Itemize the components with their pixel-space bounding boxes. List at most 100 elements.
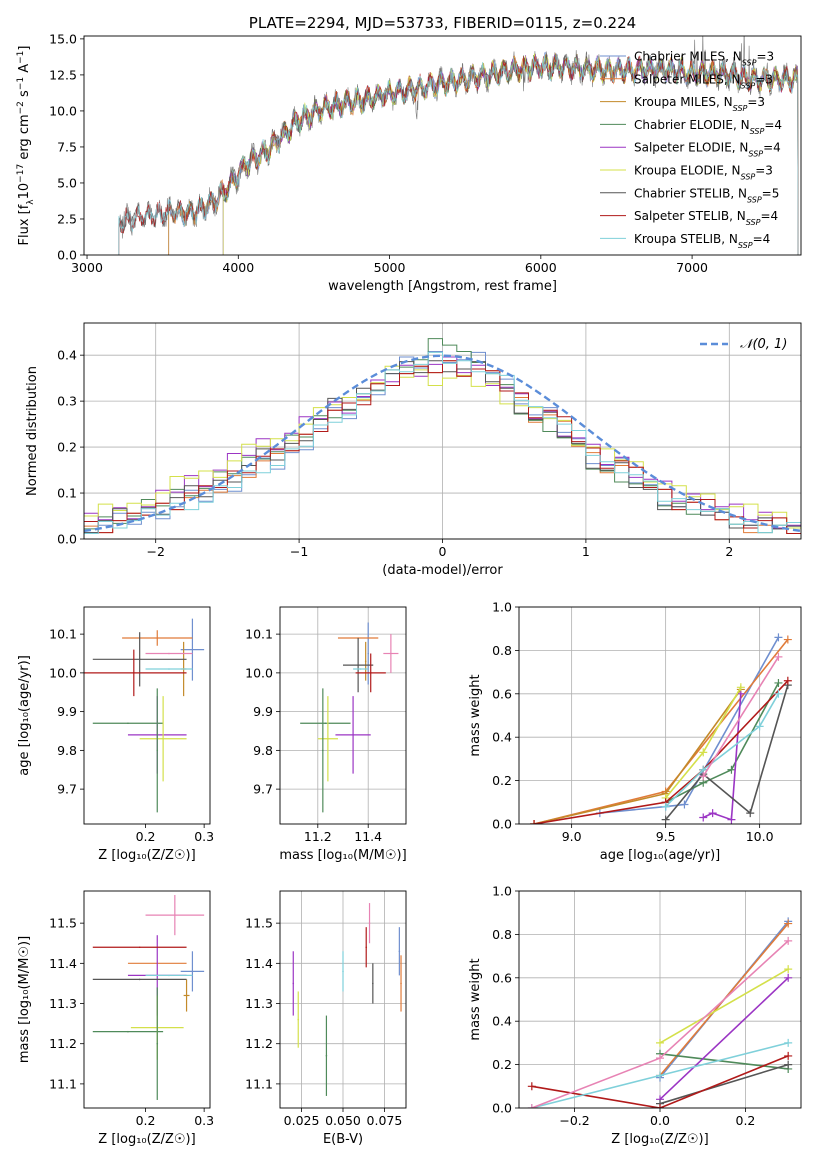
x-axis-label: Z [log₁₀(Z/Z☉)]: [98, 848, 195, 863]
weight-series-line: [665, 682, 780, 804]
weight-series-marker: [656, 1038, 664, 1047]
y-tick-label: 11.3: [245, 996, 273, 1011]
y-axis-label: Normed distribution: [25, 366, 40, 496]
weight-series-marker: [774, 652, 783, 661]
legend-entry: Salpeter STELIB, NSSP=4: [634, 209, 778, 227]
y-axis-label-part: s: [17, 90, 32, 101]
x-tick-label: 0.3: [194, 829, 214, 844]
legend-entry-sub: SSP: [748, 149, 763, 158]
y-axis-label-part: λ: [26, 199, 36, 205]
y-axis-label: age [log₁₀(age/yr)]: [17, 655, 32, 776]
axes-frame: [518, 606, 802, 825]
y-axis-label-part: −2: [16, 101, 26, 114]
spectrum-panel: 3000 4000 5000 6000 7000 0.0 2.5 5.0 7.5 10.0 12.5…: [16, 14, 802, 294]
weight-series-marker: [527, 1082, 536, 1091]
y-tick-label: 9.7: [57, 782, 77, 797]
weight-series-marker: [784, 1051, 793, 1060]
weight-series-line: [533, 680, 789, 824]
weight-series-marker: [784, 1038, 793, 1047]
data-point: [368, 922, 371, 924]
y-axis-label-part: A: [17, 64, 32, 77]
data-point: [364, 660, 367, 663]
data-point: [297, 1018, 300, 1021]
histogram-data: [84, 338, 801, 539]
x-tick-label: 0.075: [367, 1113, 403, 1128]
x-tick-label: −1: [290, 544, 308, 559]
weight-series-marker: [774, 678, 783, 687]
weight-series-marker: [755, 722, 764, 731]
legend-entry-count: =3: [755, 72, 773, 86]
y-tick-label: 0.0: [57, 532, 77, 547]
weight-series-marker: [708, 809, 717, 818]
y-axis-label: Flux [fλ10−17 erg cm−2 s−1 A−1]: [16, 46, 36, 246]
data-point: [369, 672, 372, 674]
y-tick-label: 0.4: [57, 348, 77, 363]
legend-entry-count: =4: [753, 232, 771, 246]
y-tick-label: 0.2: [492, 1057, 512, 1072]
y-tick-label: 10.1: [245, 627, 273, 642]
x-tick-label: −0.2: [559, 1113, 589, 1128]
weight-series-marker: [727, 765, 736, 774]
x-tick-label: 0.3: [194, 1113, 214, 1128]
data-point: [372, 982, 374, 985]
y-tick-label: 11.5: [49, 916, 77, 931]
error-bar-data: [84, 618, 205, 813]
legend-entry: Kroupa MILES, NSSP=3: [634, 95, 765, 113]
y-tick-label: 1.0: [492, 884, 512, 899]
data-point: [292, 982, 295, 985]
y-tick-label: 11.4: [245, 956, 273, 971]
weight-series-marker: [774, 633, 783, 642]
y-axis-label: mass weight: [468, 674, 483, 756]
legend-entry: Chabrier STELIB, NSSP=5: [634, 186, 779, 204]
y-tick-label: 0.4: [492, 730, 512, 745]
y-tick-label: 0.8: [492, 927, 512, 942]
data-point: [156, 749, 159, 752]
y-tick-label: 11.2: [49, 1036, 77, 1051]
data-point: [327, 737, 329, 740]
legend-entry-name: Chabrier ELODIE, N: [634, 118, 750, 132]
weight-series-line: [665, 693, 780, 808]
legend-entry-count: =4: [763, 141, 781, 155]
x-tick-label: 11.4: [354, 829, 382, 844]
weight-series-marker: [680, 800, 689, 809]
legend-entry: Chabrier MILES, NSSP=3: [634, 50, 774, 68]
legend-entry-sub: SSP: [733, 104, 748, 113]
weight-series-marker: [661, 815, 670, 824]
y-tick-label: 0.8: [492, 643, 512, 658]
weight-series-line: [659, 1053, 789, 1070]
weight-series-marker: [783, 635, 792, 644]
data-point: [357, 664, 359, 666]
model-line-kroupa-stelib: [118, 55, 799, 255]
data-point: [127, 1030, 129, 1033]
weight-series-line: [664, 684, 789, 821]
z-mass-panel: 0.2 0.3 11.1 11.2 11.3 11.4 11.5 Z [log₁₀(Z/Z☉)…: [17, 890, 214, 1147]
y-tick-label: 11.1: [245, 1076, 273, 1091]
data-point: [168, 668, 170, 670]
weight-series-marker: [699, 813, 708, 822]
legend-entry: Chabrier ELODIE, NSSP=4: [634, 118, 782, 136]
y-tick-label: 11.4: [49, 956, 77, 971]
histogram-step-series: [84, 365, 801, 539]
data-point: [127, 722, 129, 725]
weight-series-marker: [656, 1054, 664, 1063]
y-tick-label: 11.2: [245, 1036, 273, 1051]
x-axis-label: E(B-V): [323, 1132, 363, 1147]
y-axis-label-part: 10: [17, 183, 32, 200]
data-point: [162, 737, 164, 740]
x-tick-label: 0.2: [136, 829, 156, 844]
data-point: [156, 637, 159, 639]
y-axis-label-part: −1: [16, 51, 26, 64]
data-point: [185, 994, 188, 997]
weight-series-marker: [784, 1060, 793, 1069]
x-tick-label: 1: [582, 544, 590, 559]
weight-series-marker: [699, 772, 708, 781]
legend-entry: Salpeter MILES, NSSP=3: [634, 72, 773, 90]
weight-series-marker: [530, 820, 539, 824]
data-point: [398, 950, 401, 953]
y-tick-label: 11.3: [49, 996, 77, 1011]
x-axis-label: (data-model)/error: [382, 563, 503, 578]
y-tick-label: 10.0: [49, 665, 77, 680]
data-point: [133, 672, 135, 674]
legend-entry-sub: SSP: [741, 172, 756, 181]
